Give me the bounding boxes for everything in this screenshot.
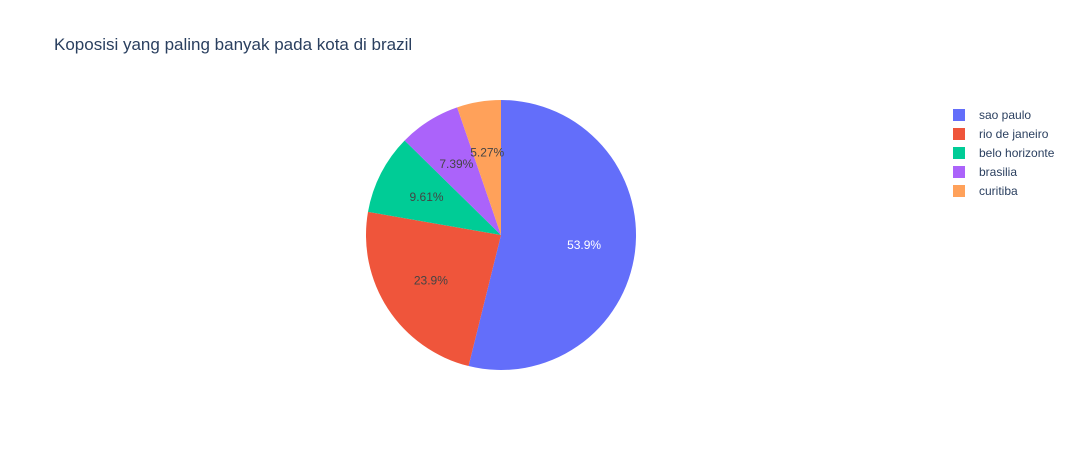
- legend-label: belo horizonte: [979, 145, 1055, 160]
- legend-swatch: [953, 146, 965, 159]
- legend-item-curitiba[interactable]: curitiba: [953, 181, 1054, 200]
- pie-slice-belo-horizonte[interactable]: [368, 140, 501, 235]
- legend-swatch: [953, 165, 965, 178]
- legend-item-belo-horizonte[interactable]: belo horizonte: [953, 143, 1054, 162]
- pie-slice-brasilia[interactable]: [404, 107, 501, 235]
- pie-slice-sao-paulo[interactable]: [468, 100, 637, 371]
- slice-label-rio-de-janeiro: 23.9%: [414, 274, 448, 288]
- slice-label-belo-horizonte: 9.61%: [410, 190, 444, 204]
- pie-slice-rio-de-janeiro[interactable]: [365, 211, 501, 367]
- slice-label-curitiba: 5.27%: [470, 145, 504, 159]
- legend-item-sao-paulo[interactable]: sao paulo: [953, 105, 1054, 124]
- legend-label: sao paulo: [979, 107, 1032, 122]
- chart-title: Koposisi yang paling banyak pada kota di…: [54, 35, 413, 54]
- legend-swatch: [953, 127, 965, 140]
- legend-swatch: [953, 184, 965, 197]
- legend-label: brasilia: [979, 164, 1018, 179]
- legend-label: curitiba: [979, 183, 1018, 198]
- legend-swatch: [953, 108, 965, 121]
- slice-label-brasilia: 7.39%: [439, 157, 473, 171]
- legend-item-brasilia[interactable]: brasilia: [953, 162, 1054, 181]
- pie-slice-curitiba[interactable]: [457, 99, 501, 235]
- legend-label: rio de janeiro: [979, 126, 1049, 141]
- legend-item-rio-de-janeiro[interactable]: rio de janeiro: [953, 124, 1054, 143]
- slice-label-sao-paulo: 53.9%: [567, 238, 601, 252]
- legend: sao paulo rio de janeiro belo horizonte bra…: [953, 105, 1054, 200]
